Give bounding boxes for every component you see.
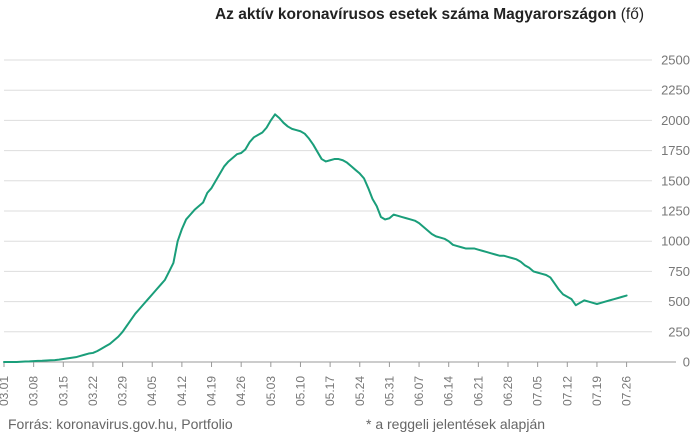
x-tick-label: 03.22	[86, 376, 100, 406]
y-tick-label: 2250	[661, 83, 690, 98]
x-tick-label: 07.26	[620, 376, 634, 406]
chart-title-main: Az aktív koronavírusos esetek száma Magy…	[214, 6, 617, 23]
x-tick-label: 04.05	[145, 376, 159, 406]
y-tick-label: 1000	[661, 234, 690, 249]
x-tick-label: 03.29	[116, 376, 130, 406]
x-tick-label: 06.07	[412, 376, 426, 406]
y-tick-label: 2000	[661, 113, 690, 128]
x-tick-label: 06.21	[471, 376, 485, 406]
x-tick-label: 07.12	[560, 376, 574, 406]
x-tick-label: 03.15	[56, 376, 70, 406]
x-tick-label: 05.03	[264, 376, 278, 406]
y-tick-label: 250	[668, 324, 690, 339]
x-tick-label: 03.01	[0, 376, 11, 406]
x-tick-label: 03.08	[27, 376, 41, 406]
y-tick-label: 0	[683, 355, 690, 370]
x-tick-label: 05.10	[293, 376, 307, 406]
x-tick-label: 04.26	[234, 376, 248, 406]
x-tick-label: 05.17	[323, 376, 337, 406]
x-tick-label: 07.19	[590, 376, 604, 406]
y-tick-label: 1250	[661, 204, 690, 219]
x-tick-label: 05.31	[382, 376, 396, 406]
y-tick-label: 2500	[661, 53, 690, 68]
chart-title: Az aktív koronavírusos esetek száma Magy…	[0, 6, 644, 24]
series-line	[3, 113, 628, 363]
x-tick-label: 06.28	[501, 376, 515, 406]
y-tick-label: 1500	[661, 173, 690, 188]
x-tick-label: 04.19	[205, 376, 219, 406]
y-tick-label: 1750	[661, 143, 690, 158]
x-tick-label: 04.12	[175, 376, 189, 406]
chart-title-unit: (fő)	[620, 6, 644, 23]
y-tick-label: 750	[668, 264, 690, 279]
x-tick-label: 06.14	[442, 376, 456, 406]
y-tick-label: 500	[668, 294, 690, 309]
x-tick-label: 07.05	[531, 376, 545, 406]
source-note: Forrás: koronavirus.gov.hu, Portfolio	[8, 416, 233, 432]
footnote: * a reggeli jelentések alapján	[366, 416, 546, 432]
x-tick-label: 05.24	[353, 376, 367, 406]
